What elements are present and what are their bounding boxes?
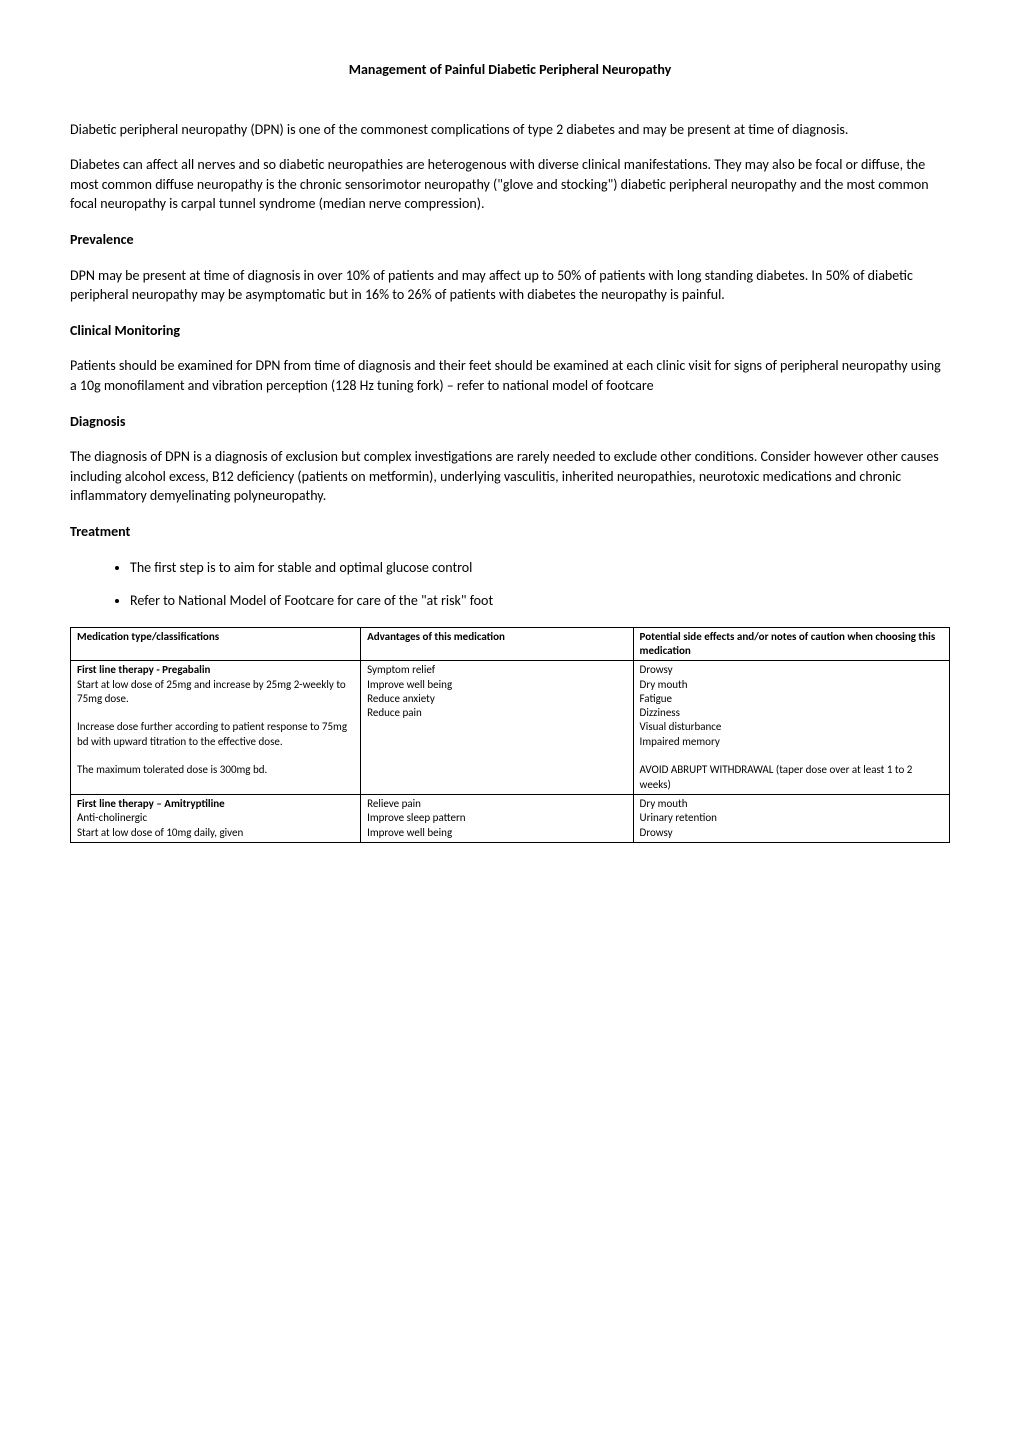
diagnosis-paragraph: The diagnosis of DPN is a diagnosis of e… [70,447,950,506]
table-header-col2: Advantages of this medication [361,627,633,661]
treatment-heading: Treatment [70,522,950,542]
table-cell-medication: First line therapy - PregabalinStart at … [71,661,361,795]
diagnosis-heading: Diagnosis [70,412,950,432]
treatment-bullet-2: Refer to National Model of Footcare for … [130,591,950,611]
table-cell-side-effects: DrowsyDry mouthFatigueDizzinessVisual di… [633,661,949,795]
table-cell-advantages: Relieve painImprove sleep patternImprove… [361,794,633,842]
treatment-bullet-1: The first step is to aim for stable and … [130,558,950,578]
table-row: First line therapy – AmitryptilineAnti-c… [71,794,950,842]
prevalence-heading: Prevalence [70,230,950,250]
table-cell-medication: First line therapy – AmitryptilineAnti-c… [71,794,361,842]
medication-table: Medication type/classifications Advantag… [70,627,950,843]
table-cell-side-effects: Dry mouthUrinary retentionDrowsy [633,794,949,842]
table-cell-advantages: Symptom reliefImprove well beingReduce a… [361,661,633,795]
intro-paragraph-2: Diabetes can affect all nerves and so di… [70,155,950,214]
table-header-col1: Medication type/classifications [71,627,361,661]
table-row: First line therapy - PregabalinStart at … [71,661,950,795]
prevalence-paragraph: DPN may be present at time of diagnosis … [70,266,950,305]
page-title: Management of Painful Diabetic Periphera… [70,60,950,80]
table-header-col3: Potential side effects and/or notes of c… [633,627,949,661]
intro-paragraph-1: Diabetic peripheral neuropathy (DPN) is … [70,120,950,140]
treatment-bullets: The first step is to aim for stable and … [70,558,950,611]
table-header-row: Medication type/classifications Advantag… [71,627,950,661]
monitoring-paragraph: Patients should be examined for DPN from… [70,356,950,395]
monitoring-heading: Clinical Monitoring [70,321,950,341]
